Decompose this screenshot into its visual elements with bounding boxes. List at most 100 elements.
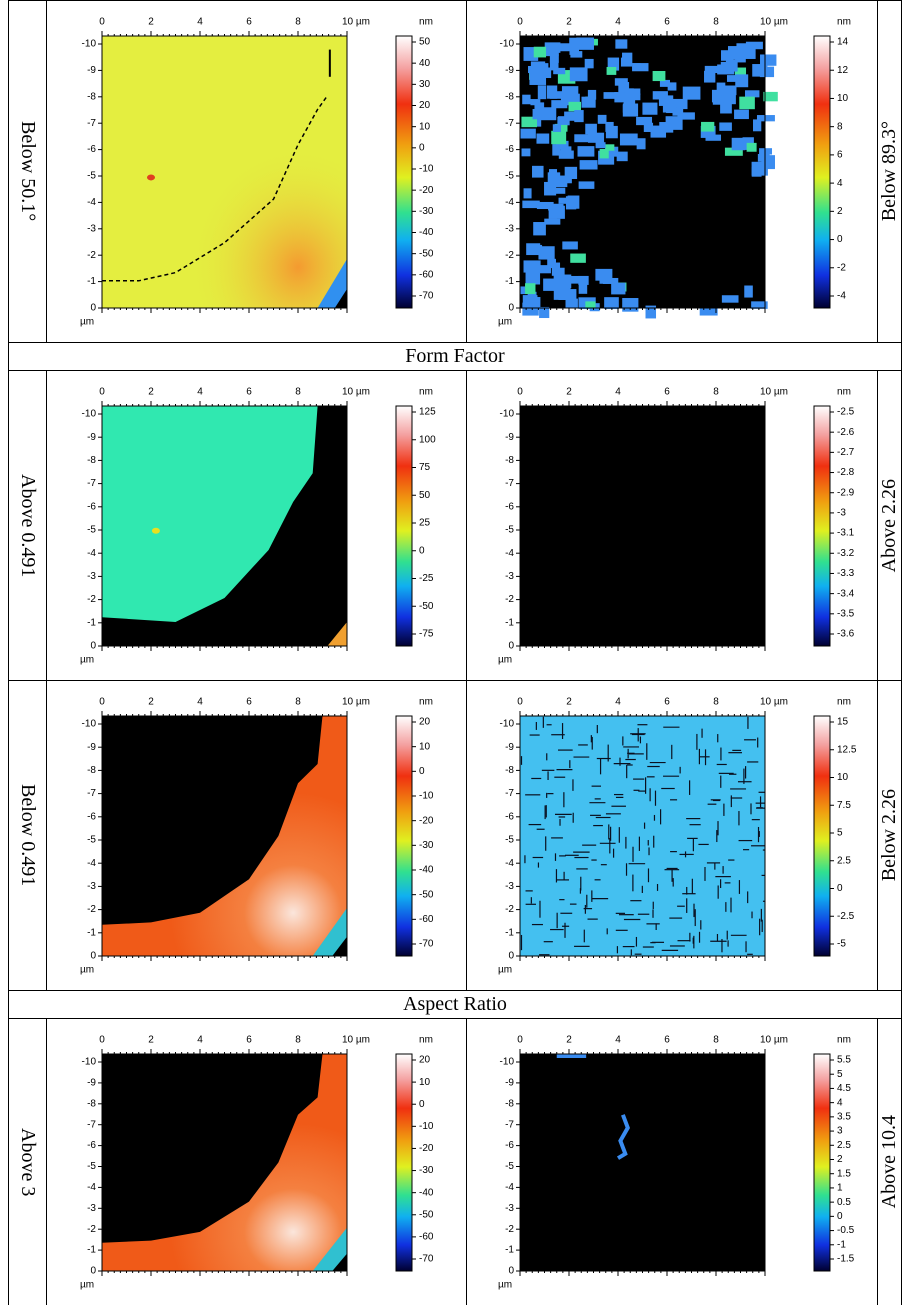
grain [619, 82, 630, 91]
colorbar-tick-label: 12.5 [837, 744, 857, 755]
colorbar-tick-label: -2 [837, 262, 846, 273]
y-tick-label: -3 [87, 571, 96, 582]
colorbar-tick-label: 50 [419, 37, 431, 48]
y-tick-label: -10 [500, 409, 515, 420]
grain [587, 132, 605, 143]
colorbar-tick-label: 3.5 [837, 1111, 851, 1122]
colorbar-tick-label: -3.6 [837, 629, 855, 640]
grain [659, 79, 671, 87]
grain [666, 99, 677, 114]
x-tick-label: 8 [713, 697, 719, 708]
colorbar-unit: nm [837, 1035, 851, 1046]
grain [652, 70, 666, 82]
x-tick-label: 4 [197, 1035, 203, 1046]
colorbar-tick-label: 0 [419, 142, 425, 153]
colorbar-tick-label: 1.5 [837, 1168, 851, 1179]
y-tick-label: -4 [87, 197, 96, 208]
y-tick-label: -8 [87, 91, 96, 102]
colorbar-unit: nm [837, 17, 851, 28]
grain [569, 37, 578, 50]
grain [532, 113, 542, 127]
grain [711, 89, 722, 103]
y-tick-label: -2 [505, 250, 514, 261]
afm-panel: 0 2 4 6 8 10 µm-10-9-8-7-6-5-4-3-2-10µmnm1251… [80, 387, 436, 666]
colorbar-tick-label: -60 [419, 914, 434, 925]
axis-unit: µm [80, 965, 94, 976]
grain [579, 160, 598, 170]
colorbar-tick-label: 10 [419, 121, 431, 132]
colorbar-tick-label: 12 [837, 65, 849, 76]
image-bg [520, 716, 765, 956]
colorbar-tick-label: -30 [419, 840, 434, 851]
y-tick-label: 0 [90, 641, 96, 652]
grain [543, 278, 556, 291]
y-tick-label: -9 [505, 65, 514, 76]
x-tick-label: 2 [148, 697, 154, 708]
x-tick-label: 10 µm [342, 387, 370, 398]
grain [553, 67, 566, 75]
grain [667, 82, 677, 91]
y-tick-label: -9 [87, 1078, 96, 1089]
grain [587, 89, 597, 100]
grain [551, 100, 568, 109]
y-tick-label: -6 [505, 1140, 514, 1151]
colorbar-tick-label: -2.8 [837, 467, 855, 478]
y-tick-label: -5 [505, 1161, 514, 1172]
colorbar-tick-label: -50 [419, 601, 434, 612]
y-tick-label: -1 [505, 617, 514, 628]
panel-cell [466, 1018, 878, 1305]
colorbar [813, 1053, 831, 1272]
y-tick-label: -6 [505, 811, 514, 822]
grain [672, 107, 684, 116]
y-tick-label: -6 [505, 144, 514, 155]
grain [721, 50, 734, 61]
x-tick-label: 10 µm [760, 697, 788, 708]
y-tick-label: -8 [87, 765, 96, 776]
colorbar-tick-label: -30 [419, 206, 434, 217]
grain [735, 74, 749, 88]
row-label: Below 2.26 [877, 680, 902, 991]
grain [551, 130, 567, 145]
y-tick-label: -10 [82, 719, 97, 730]
y-tick-label: -2 [505, 594, 514, 605]
row-label: Above 10.4 [878, 1115, 900, 1209]
colorbar-tick-label: 2 [837, 206, 843, 217]
x-tick-label: 2 [566, 697, 572, 708]
colorbar-tick-label: 0 [419, 545, 425, 556]
y-tick-label: -5 [87, 1161, 96, 1172]
colorbar-tick-label: -2.6 [837, 427, 855, 438]
colorbar [813, 35, 831, 309]
y-tick-label: -2 [87, 594, 96, 605]
y-tick-label: -3 [505, 1203, 514, 1214]
y-tick-label: -7 [505, 1119, 514, 1130]
mask [102, 406, 347, 646]
y-tick-label: -9 [505, 432, 514, 443]
grain [671, 98, 687, 109]
x-tick-label: 8 [713, 387, 719, 398]
grain [605, 121, 614, 132]
grain [719, 122, 732, 131]
y-tick-label: -4 [505, 197, 514, 208]
grain [606, 66, 617, 75]
y-tick-label: -4 [87, 858, 96, 869]
y-tick-label: -1 [505, 276, 514, 287]
grain [699, 307, 718, 316]
grain [720, 61, 738, 72]
grain [677, 112, 695, 120]
y-tick-label: -6 [87, 811, 96, 822]
grain [530, 244, 543, 255]
row-label: Below 0.491 [17, 784, 39, 887]
x-tick-label: 6 [664, 387, 670, 398]
grain [723, 92, 736, 105]
row-label: Above 2.26 [877, 370, 902, 681]
section-heading: Form Factor [8, 342, 902, 371]
grain [548, 203, 564, 211]
grain [724, 147, 743, 156]
x-tick-label: 2 [566, 1035, 572, 1046]
grain [745, 41, 763, 50]
grain [522, 94, 531, 105]
y-tick-label: -8 [87, 455, 96, 466]
grain [720, 101, 732, 114]
colorbar [813, 715, 831, 957]
x-tick-label: 2 [148, 1035, 154, 1046]
